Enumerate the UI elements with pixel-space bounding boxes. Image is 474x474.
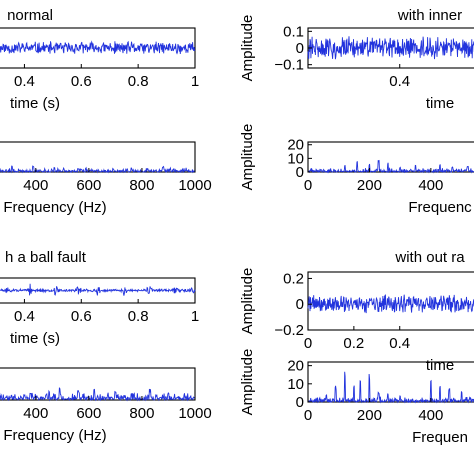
plot-6-title: with out ra: [394, 249, 465, 266]
plot-0-xtick-label: 0.8: [128, 73, 149, 90]
plot-0-frame: [0, 27, 196, 69]
plot-1-xtick-label: 600: [76, 177, 101, 194]
plot-0-xtick-label: 0.6: [71, 73, 92, 90]
plot-3-ytick-label: 20: [287, 137, 304, 154]
plot-7-ytick-label: 10: [287, 376, 304, 393]
plot-7-ytick-label: 0: [296, 394, 304, 411]
plot-6-xtick-label: 0.4: [389, 335, 410, 352]
plot-1-xlabel: Frequency (Hz): [3, 199, 106, 216]
plot-4-xtick-label: 0.8: [128, 308, 149, 325]
plot-1-xtick-label: 800: [129, 177, 154, 194]
plot-5-xtick-label: 1000: [178, 405, 211, 422]
plot-6-xlabel: time: [426, 357, 454, 374]
plot-2-ylabel: Amplitude: [239, 15, 256, 82]
plot-3-frame: [307, 141, 474, 173]
plot-7-xtick-label: 400: [418, 407, 443, 424]
plot-3-xlabel: Frequenc: [408, 199, 472, 216]
plot-1-xtick-label: 400: [23, 177, 48, 194]
plot-2-ytick-label: −0.1: [274, 57, 304, 74]
plot-3-xtick-label: 200: [357, 177, 382, 194]
plot-4-xtick-label: 0.6: [71, 308, 92, 325]
plot-6-ytick-label: −0.2: [274, 322, 304, 339]
plot-4-xtick-label: 1: [191, 308, 199, 325]
plot-6-ylabel: Amplitude: [239, 268, 256, 335]
plot-4-series-line: [0, 283, 196, 296]
plot-0-xlabel: time (s): [10, 95, 60, 112]
plot-6-xtick-label: 0: [304, 335, 312, 352]
plot-7-xtick-label: 0: [304, 407, 312, 424]
plot-5-xlabel: Frequency (Hz): [3, 427, 106, 444]
plot-0-series-line: [0, 40, 196, 55]
plot-1-frame: [0, 141, 196, 173]
plot-0-xtick-label: 1: [191, 73, 199, 90]
plot-7-xlabel: Frequen: [412, 429, 468, 446]
plot-3-ytick-label: 10: [287, 150, 304, 167]
plot-4-xlabel: time (s): [10, 330, 60, 347]
plot-3-ytick-label: 0: [296, 164, 304, 181]
plot-3-xtick-label: 400: [418, 177, 443, 194]
plot-2-ytick-label: 0.1: [283, 23, 304, 40]
plot-3-ylabel: Amplitude: [239, 124, 256, 191]
plot-4-xtick-label: 0.4: [14, 308, 35, 325]
plot-7-ytick-label: 20: [287, 358, 304, 375]
plot-5-xtick-label: 600: [76, 405, 101, 422]
plot-7-ylabel: Amplitude: [239, 349, 256, 416]
plot-6-series-line: [307, 294, 474, 314]
plot-4-title: h a ball fault: [5, 249, 87, 266]
plot-7-series-line: [307, 371, 474, 404]
plot-0-title: normal: [7, 7, 53, 24]
plot-5-xtick-label: 400: [23, 405, 48, 422]
plot-0-xtick-label: 0.4: [14, 73, 35, 90]
plot-2-ytick-label: 0: [296, 40, 304, 57]
plot-6-xtick-label: 0.2: [343, 335, 364, 352]
plot-6-ytick-label: 0.2: [283, 270, 304, 287]
plot-1-xtick-label: 1000: [178, 177, 211, 194]
plot-6-ytick-label: 0: [296, 296, 304, 313]
plot-5-series-line: [0, 387, 196, 402]
plot-6-frame: [307, 271, 474, 331]
plot-2-xtick-label: 0.4: [389, 73, 410, 90]
plot-5-xtick-label: 800: [129, 405, 154, 422]
plot-2-title: with inner: [397, 7, 462, 24]
plot-7-frame: [307, 361, 474, 403]
plot-2-series-line: [307, 36, 474, 60]
plot-3-series-line: [307, 159, 474, 174]
plot-2-xlabel: time: [426, 95, 454, 112]
plot-7-xtick-label: 200: [357, 407, 382, 424]
plot-3-xtick-label: 0: [304, 177, 312, 194]
plot-1-series-line: [0, 165, 196, 174]
